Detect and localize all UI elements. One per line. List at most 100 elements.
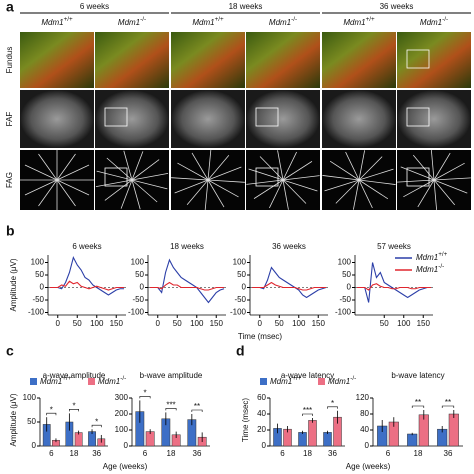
y-tick-label: -100 xyxy=(128,308,145,317)
vessel xyxy=(207,154,230,181)
y-tick-label: 0 xyxy=(262,441,267,450)
vessel xyxy=(430,150,435,181)
chart-title: 36 weeks xyxy=(272,242,306,251)
y-tick-label: 40 xyxy=(257,409,266,418)
genotype: -/- xyxy=(442,16,448,23)
genotype-label: Mdm1-/- xyxy=(269,16,297,27)
gene: Mdm1 xyxy=(416,253,438,262)
faf-image xyxy=(171,90,245,148)
vessel xyxy=(358,156,383,181)
panel-label: a xyxy=(6,0,14,15)
x-tick-label: 50 xyxy=(73,319,82,328)
significance: ** xyxy=(445,398,451,407)
inset xyxy=(406,107,430,127)
vessel xyxy=(400,166,435,181)
genotype-label: Mdm1+/+ xyxy=(41,16,73,27)
y-tick-label: 100 xyxy=(338,258,352,267)
vessel xyxy=(207,179,245,183)
x-tick-label: 6 xyxy=(49,449,54,458)
y-tick-label: 120 xyxy=(356,393,370,402)
y-tick-label: 50 xyxy=(342,270,351,279)
bar xyxy=(298,432,307,447)
chart-title: b-wave amplitude xyxy=(140,371,203,380)
x-tick-label: 36 xyxy=(328,449,337,458)
genotype-label: Mdm1-/- xyxy=(98,375,126,386)
vessel xyxy=(433,179,468,194)
fundus-image xyxy=(397,32,471,88)
y-axis-label: Time (msec) xyxy=(241,398,250,442)
legend-swatch xyxy=(318,378,325,385)
row-label: FAF xyxy=(5,112,14,127)
genotype: +/+ xyxy=(438,251,447,258)
y-tick-label: 60 xyxy=(257,393,266,402)
x-tick-label: 18 xyxy=(303,449,312,458)
significance: *** xyxy=(303,406,312,415)
vessel xyxy=(131,179,168,190)
genotype-label: Mdm1+/+ xyxy=(416,251,448,262)
gene: Mdm1 xyxy=(270,377,292,386)
trace xyxy=(49,280,125,291)
vessel xyxy=(38,179,58,207)
fundus-image xyxy=(246,32,320,88)
vessel xyxy=(358,179,396,185)
x-tick-label: 50 xyxy=(173,319,182,328)
fundus-image xyxy=(322,32,396,88)
x-tick-label: 6 xyxy=(143,449,148,458)
y-tick-label: 100 xyxy=(31,258,45,267)
faf-image xyxy=(397,90,471,148)
legend-swatch xyxy=(260,378,267,385)
vessel xyxy=(269,179,284,209)
vessel xyxy=(433,152,451,181)
genotype: +/+ xyxy=(366,16,375,23)
age-header: 6 weeks xyxy=(80,2,109,11)
x-axis-label: Time (msec) xyxy=(238,332,282,341)
vessel xyxy=(56,153,76,181)
bar xyxy=(407,433,418,447)
fundus-image xyxy=(95,32,169,88)
bar xyxy=(448,413,459,447)
panel-label: d xyxy=(236,343,245,359)
vessel xyxy=(352,179,360,210)
significance: *** xyxy=(166,401,175,410)
genotype: +/+ xyxy=(64,16,73,23)
vessel xyxy=(207,150,212,181)
x-axis-label: Age (weeks) xyxy=(103,462,148,471)
x-tick-label: 0 xyxy=(156,319,161,328)
age-header: 18 weeks xyxy=(229,2,263,11)
vessel xyxy=(358,168,394,181)
inset xyxy=(255,167,279,187)
vessel xyxy=(131,172,169,181)
legend-swatch xyxy=(88,378,95,385)
gene: Mdm1 xyxy=(328,377,350,386)
chart-title: 18 weeks xyxy=(170,242,204,251)
legend-swatch xyxy=(30,378,37,385)
y-tick-label: -50 xyxy=(32,295,44,304)
inset xyxy=(104,107,128,127)
genotype: -/- xyxy=(140,16,146,23)
vessel xyxy=(248,168,284,181)
sig-bracket xyxy=(302,413,313,416)
gene: Mdm1 xyxy=(98,377,120,386)
genotype-label: Mdm1-/- xyxy=(416,263,444,274)
age-header: 36 weeks xyxy=(380,2,414,11)
vessel xyxy=(174,179,209,194)
vessel xyxy=(207,179,239,198)
vessel xyxy=(433,179,456,206)
vessel xyxy=(345,151,360,181)
y-tick-label: 200 xyxy=(115,409,129,418)
vessel xyxy=(95,179,133,188)
significance: * xyxy=(143,389,146,398)
vessel xyxy=(322,175,360,181)
sig-bracket xyxy=(165,408,177,411)
gene: Mdm1 xyxy=(416,265,438,274)
genotype-label: Mdm1+/+ xyxy=(40,375,72,386)
genotype-label: Mdm1+/+ xyxy=(192,16,224,27)
y-tick-label: -100 xyxy=(230,308,247,317)
faf-image xyxy=(95,90,169,148)
genotype-label: Mdm1-/- xyxy=(328,375,356,386)
genotype: +/+ xyxy=(215,16,224,23)
sig-bracket xyxy=(191,409,203,412)
vessel xyxy=(277,150,284,181)
y-tick-label: 100 xyxy=(115,425,129,434)
